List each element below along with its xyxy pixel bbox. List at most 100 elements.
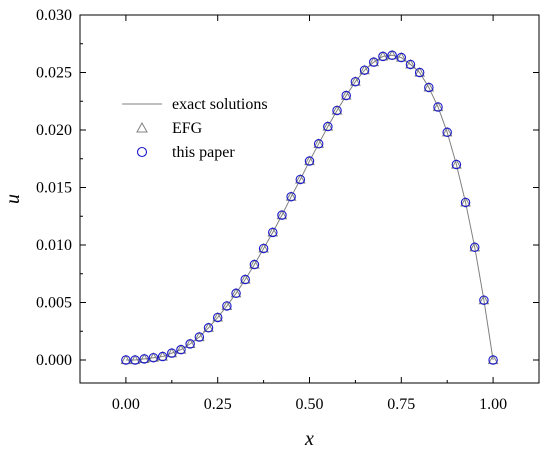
this-paper-point	[194, 332, 205, 342]
this-paper-point	[350, 76, 361, 87]
efg-point	[120, 354, 132, 365]
efg-point	[212, 311, 224, 322]
this-paper-point	[286, 191, 296, 202]
efg-point	[359, 64, 370, 75]
plot-frame	[79, 14, 540, 384]
this-paper-point	[469, 242, 480, 253]
efg-point	[175, 344, 187, 354]
y-axis: 0.000 0.005 0.010 0.015 0.020 0.025 0.030	[36, 7, 539, 369]
efg-point	[304, 155, 315, 166]
x-tick-label: 0.50	[296, 396, 324, 413]
efg-point	[230, 287, 242, 298]
efg-point	[258, 242, 269, 253]
this-paper-point	[240, 274, 250, 285]
x-tick-label: 0.00	[112, 396, 140, 413]
this-paper-point	[295, 174, 306, 185]
efg-point	[331, 104, 343, 115]
this-paper-point	[396, 52, 407, 63]
legend-swatch-circle	[136, 146, 148, 158]
this-paper-point	[304, 156, 315, 166]
efg-point	[487, 354, 499, 365]
this-paper-point	[341, 90, 351, 101]
this-paper-point	[249, 259, 260, 270]
this-paper-point	[405, 59, 416, 70]
efg-point	[478, 294, 490, 305]
efg-point	[193, 331, 205, 342]
this-paper-point	[488, 355, 498, 365]
this-paper-point	[176, 344, 186, 355]
efg-point	[350, 76, 361, 86]
this-paper-point	[231, 288, 241, 299]
efg-point	[285, 191, 297, 201]
y-tick-label: 0.000	[36, 352, 72, 369]
efg-point	[129, 354, 141, 365]
efg-point	[395, 52, 407, 62]
this-paper-point	[222, 301, 232, 311]
efg-point	[148, 352, 159, 362]
this-paper-point	[479, 295, 489, 305]
efg-point	[203, 322, 214, 332]
legend-swatch-triangle	[136, 121, 148, 133]
efg-point	[377, 50, 389, 61]
this-paper-point	[387, 50, 397, 60]
this-paper-point	[433, 102, 443, 112]
x-tick-label: 0.75	[387, 396, 415, 413]
x-tick-label: 0.25	[204, 396, 232, 413]
this-paper-point	[130, 355, 140, 365]
legend-label: this paper	[172, 144, 235, 161]
plot-area	[120, 49, 499, 365]
efg-point	[340, 89, 352, 100]
efg-point	[469, 241, 481, 252]
this-paper-point	[332, 105, 342, 116]
legend-label: EFG	[172, 120, 203, 137]
this-paper-point	[185, 339, 195, 349]
this-paper-point	[451, 159, 462, 170]
y-tick-label: 0.030	[36, 7, 72, 24]
efg-point	[386, 49, 398, 60]
this-paper-point	[359, 65, 370, 75]
y-tick-label: 0.020	[36, 122, 72, 139]
this-paper-point	[121, 355, 131, 365]
this-paper-point	[139, 354, 150, 364]
efg-point	[451, 158, 462, 169]
this-paper-point	[442, 127, 452, 138]
efg-point	[460, 196, 471, 207]
this-paper-point	[148, 352, 159, 363]
y-tick-label: 0.015	[36, 180, 72, 197]
efg-point	[138, 353, 150, 363]
efg-point	[267, 226, 279, 237]
legend: exact solutions EFG this paper	[122, 96, 268, 161]
efg-point	[322, 121, 334, 131]
efg-point	[441, 126, 453, 137]
this-paper-point	[212, 312, 223, 323]
this-paper-point	[268, 227, 278, 238]
efg-point	[405, 58, 416, 69]
efg-point	[157, 351, 168, 361]
efg-point	[414, 66, 426, 77]
efg-point	[249, 259, 260, 269]
y-tick-label: 0.025	[36, 65, 72, 82]
y-axis-title: u	[2, 194, 24, 204]
this-paper-point	[157, 351, 168, 362]
y-tick-label: 0.005	[36, 295, 72, 312]
efg-point	[368, 56, 380, 67]
efg-point	[294, 173, 306, 184]
x-axis: 0.00 0.25 0.50 0.75 1.00	[112, 15, 507, 413]
this-paper-point	[369, 57, 379, 67]
y-tick-label: 0.010	[36, 237, 72, 254]
this-paper-point	[277, 210, 287, 220]
this-paper-point	[323, 121, 333, 132]
efg-point	[221, 300, 233, 311]
efg-point	[239, 273, 251, 284]
efg-point	[276, 209, 288, 220]
efg-point	[423, 81, 435, 92]
this-paper-point	[258, 243, 269, 254]
efg-point	[184, 338, 196, 348]
this-paper-point	[424, 82, 434, 93]
x-axis-title: x	[304, 428, 314, 450]
this-paper-point	[203, 323, 214, 333]
this-paper-point	[460, 197, 471, 208]
legend-label: exact solutions	[172, 96, 268, 113]
this-paper-point	[167, 348, 177, 358]
